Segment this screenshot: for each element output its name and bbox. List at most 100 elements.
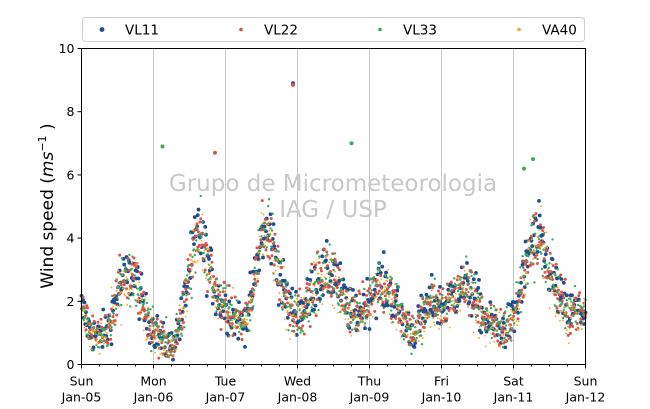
data-point [277, 257, 280, 260]
data-point [568, 342, 570, 345]
data-point [155, 314, 160, 318]
data-point [454, 297, 456, 300]
data-point [443, 316, 446, 319]
data-point [338, 261, 343, 266]
data-point [273, 262, 276, 265]
data-point [157, 331, 159, 334]
data-point [294, 289, 298, 294]
data-point [350, 334, 353, 337]
data-point [175, 333, 180, 338]
data-point [427, 285, 432, 290]
data-point [462, 297, 466, 301]
data-point [435, 294, 438, 297]
data-point [489, 303, 493, 307]
data-point [277, 265, 279, 268]
data-point [126, 256, 130, 260]
data-point [581, 306, 584, 310]
data-point [192, 242, 196, 247]
data-point [223, 301, 226, 303]
data-point [466, 295, 469, 299]
data-point [116, 270, 120, 274]
data-point [99, 339, 102, 342]
data-point [483, 329, 487, 332]
data-point [216, 297, 219, 300]
data-point [487, 316, 490, 319]
data-point [334, 270, 336, 273]
data-point [466, 306, 469, 309]
data-point [489, 306, 493, 310]
data-point [395, 328, 398, 331]
data-point [361, 292, 366, 297]
data-point [385, 279, 387, 282]
data-point [253, 274, 256, 277]
data-point [195, 226, 199, 230]
data-point [157, 325, 160, 328]
data-point [442, 321, 444, 324]
data-point [91, 349, 94, 352]
data-point [541, 229, 545, 233]
data-point [448, 289, 451, 292]
data-point [110, 326, 113, 329]
data-point [335, 285, 339, 289]
data-point [228, 305, 231, 309]
data-point [377, 279, 380, 282]
data-point [172, 338, 175, 342]
data-point [186, 257, 190, 261]
data-point [209, 268, 212, 270]
data-point [358, 301, 361, 305]
data-point [276, 260, 280, 263]
data-point [411, 332, 414, 335]
data-point [374, 316, 379, 321]
data-point [117, 269, 120, 272]
data-point [106, 332, 108, 334]
data-point [198, 251, 203, 256]
data-point [409, 339, 411, 342]
data-point [133, 265, 135, 268]
data-point [159, 337, 163, 341]
data-point [390, 277, 394, 280]
data-point [372, 276, 376, 279]
data-point [465, 272, 469, 276]
data-point [355, 310, 357, 313]
data-point [560, 290, 563, 294]
data-point [262, 213, 265, 216]
data-point [304, 313, 306, 316]
data-point [522, 266, 525, 270]
data-point [571, 307, 574, 310]
data-point [338, 276, 341, 279]
data-point [316, 279, 319, 282]
data-point [277, 250, 280, 253]
data-point [579, 300, 582, 303]
data-point [318, 300, 322, 304]
data-point [491, 332, 495, 336]
data-point [424, 301, 427, 304]
data-point [148, 338, 151, 340]
data-point [290, 297, 293, 300]
data-point [339, 287, 343, 291]
data-point [472, 307, 475, 311]
data-point [404, 316, 407, 319]
data-point [361, 319, 363, 322]
data-point [467, 304, 470, 307]
data-point [139, 310, 142, 313]
data-point [288, 323, 292, 327]
data-point [422, 326, 426, 330]
data-point [348, 312, 351, 315]
data-point [107, 324, 110, 327]
data-point [278, 272, 283, 277]
data-point [528, 249, 532, 253]
data-point [543, 261, 547, 264]
data-point [471, 277, 476, 282]
data-point [180, 332, 183, 336]
data-point [520, 263, 525, 267]
data-point [557, 313, 560, 315]
x-tick-label-date: Jan-09 [349, 390, 390, 405]
data-point [580, 324, 582, 327]
data-point [132, 291, 135, 294]
data-point [493, 340, 495, 343]
data-point [448, 297, 450, 300]
data-point [199, 231, 201, 234]
data-point [176, 336, 179, 339]
data-point [266, 234, 269, 237]
data-point [220, 307, 223, 309]
